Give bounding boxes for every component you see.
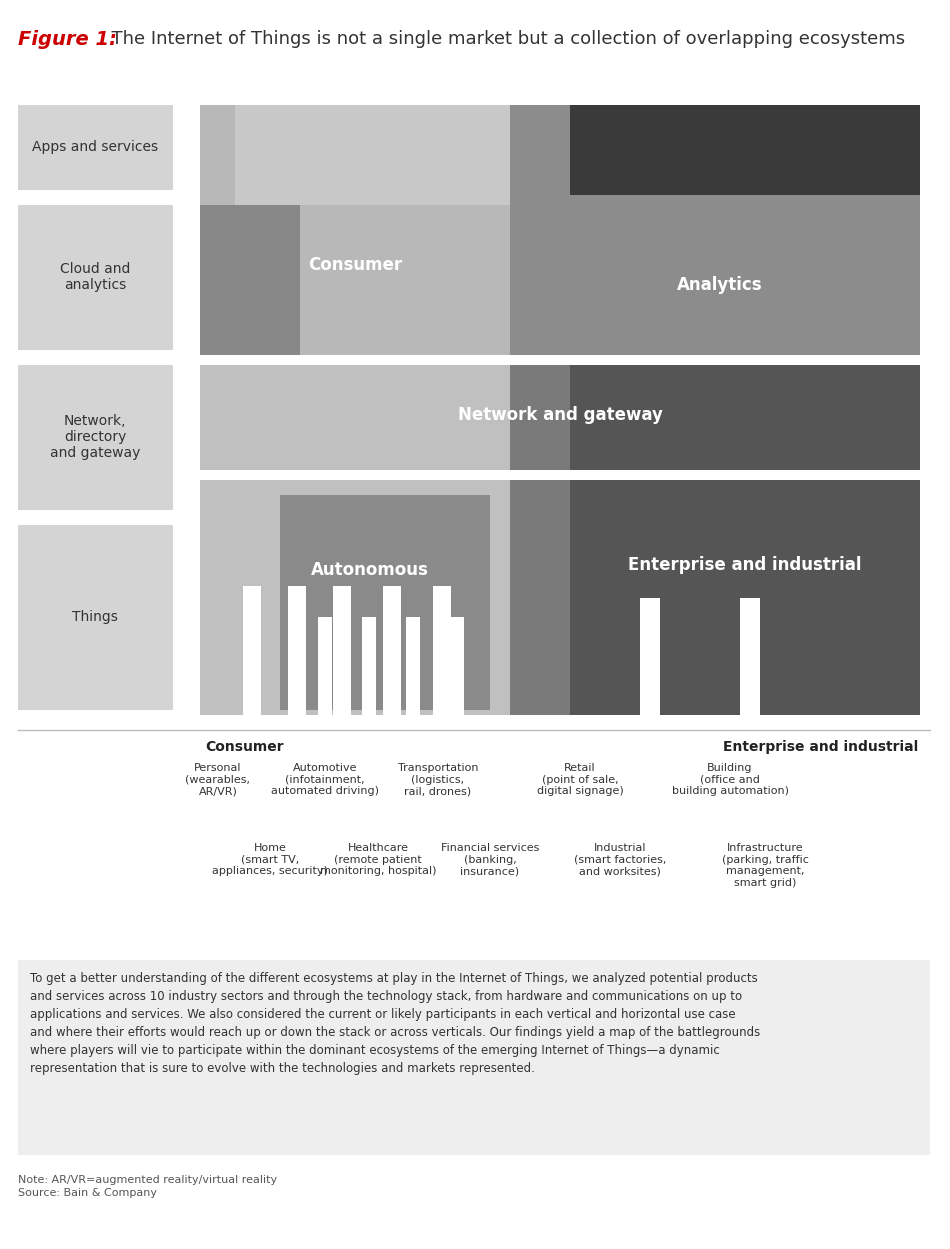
Bar <box>200 480 510 714</box>
Text: Transportation
(logistics,
rail, drones): Transportation (logistics, rail, drones) <box>398 763 478 796</box>
Bar <box>570 365 920 470</box>
Text: Analytics: Analytics <box>677 276 763 294</box>
Bar <box>280 495 490 709</box>
Text: Consumer: Consumer <box>205 739 284 754</box>
Bar <box>333 586 351 714</box>
Bar <box>18 960 930 1155</box>
Bar <box>433 586 451 714</box>
Text: Figure 1:: Figure 1: <box>18 30 117 49</box>
Text: Enterprise and industrial: Enterprise and industrial <box>628 556 862 575</box>
Bar <box>362 617 376 714</box>
Text: Autonomous: Autonomous <box>311 561 429 580</box>
Bar <box>200 365 920 470</box>
Text: Cloud and
analytics: Cloud and analytics <box>60 262 130 292</box>
Text: Infrastructure
(parking, traffic
management,
smart grid): Infrastructure (parking, traffic managem… <box>722 843 808 888</box>
Text: Things: Things <box>72 610 118 624</box>
Bar <box>450 617 464 714</box>
Text: Consumer: Consumer <box>308 256 402 274</box>
Text: Note: AR/VR=augmented reality/virtual reality
Source: Bain & Company: Note: AR/VR=augmented reality/virtual re… <box>18 1175 277 1198</box>
Bar <box>570 480 920 714</box>
Bar <box>200 205 300 355</box>
Bar <box>200 365 510 470</box>
Text: Retail
(point of sale,
digital signage): Retail (point of sale, digital signage) <box>537 763 623 796</box>
Text: Automotive
(infotainment,
automated driving): Automotive (infotainment, automated driv… <box>271 763 379 796</box>
Text: Building
(office and
building automation): Building (office and building automation… <box>672 763 788 796</box>
Text: Healthcare
(remote patient
monitoring, hospital): Healthcare (remote patient monitoring, h… <box>320 843 436 877</box>
Bar <box>18 525 173 709</box>
Bar <box>406 617 420 714</box>
Bar <box>318 617 332 714</box>
Bar <box>383 586 401 714</box>
Bar <box>570 105 920 195</box>
Bar <box>740 598 760 714</box>
Bar <box>18 365 173 510</box>
Bar <box>200 105 510 355</box>
Bar <box>18 205 173 350</box>
Text: Apps and services: Apps and services <box>32 140 158 154</box>
Text: The Internet of Things is not a single market but a collection of overlapping ec: The Internet of Things is not a single m… <box>100 30 905 47</box>
Text: Financial services
(banking,
insurance): Financial services (banking, insurance) <box>441 843 540 877</box>
Text: Network and gateway: Network and gateway <box>458 406 662 423</box>
Bar <box>235 105 510 205</box>
Text: Enterprise and industrial: Enterprise and industrial <box>723 739 918 754</box>
Text: Personal
(wearables,
AR/VR): Personal (wearables, AR/VR) <box>185 763 251 796</box>
Text: Industrial
(smart factories,
and worksites): Industrial (smart factories, and worksit… <box>574 843 666 877</box>
Bar <box>18 105 173 190</box>
Text: Network,
directory
and gateway: Network, directory and gateway <box>49 413 141 460</box>
Bar <box>640 598 660 714</box>
Bar <box>200 105 920 355</box>
Text: Home
(smart TV,
appliances, security): Home (smart TV, appliances, security) <box>212 843 328 877</box>
Bar <box>288 586 306 714</box>
Bar <box>200 480 920 714</box>
Text: To get a better understanding of the different ecosystems at play in the Interne: To get a better understanding of the dif… <box>30 972 760 1075</box>
Bar <box>243 586 261 714</box>
